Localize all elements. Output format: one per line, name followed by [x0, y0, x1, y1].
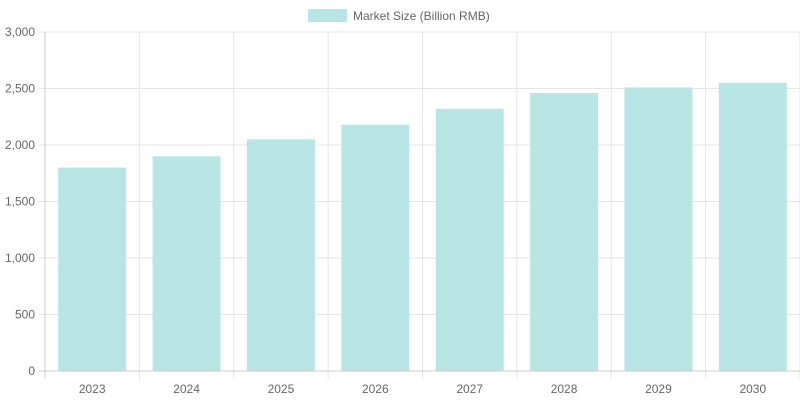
bar[interactable]	[58, 167, 127, 371]
x-axis-tick-labels: 2023 2024 2025 2026 2027 2028 2029 2030	[79, 382, 767, 396]
bar[interactable]	[530, 93, 599, 372]
legend[interactable]: Market Size (Billion RMB)	[308, 9, 490, 23]
axes	[44, 32, 800, 372]
bar[interactable]	[152, 156, 221, 371]
y-axis-tick-labels: 0 500 1,000 1,500 2,000 2,500 3,000	[5, 25, 35, 378]
x-tick-label: 2030	[739, 382, 766, 396]
bar[interactable]	[624, 87, 693, 372]
bar[interactable]	[246, 139, 315, 371]
x-tick-label: 2027	[456, 382, 483, 396]
y-tick-label: 1,000	[5, 251, 35, 265]
bars	[58, 82, 787, 372]
x-tick-label: 2025	[268, 382, 295, 396]
bar[interactable]	[435, 108, 504, 371]
legend-label: Market Size (Billion RMB)	[353, 9, 490, 23]
x-tick-label: 2023	[79, 382, 106, 396]
y-tick-label: 3,000	[5, 25, 35, 39]
y-tick-label: 2,000	[5, 138, 35, 152]
x-tick-label: 2026	[362, 382, 389, 396]
x-tick-label: 2029	[645, 382, 672, 396]
y-tick-label: 500	[15, 308, 35, 322]
x-tick-label: 2028	[551, 382, 578, 396]
bar[interactable]	[341, 124, 410, 371]
y-tick-label: 1,500	[5, 195, 35, 209]
y-tick-label: 0	[28, 364, 35, 378]
x-tick-label: 2024	[173, 382, 200, 396]
y-tick-label: 2,500	[5, 82, 35, 96]
bar[interactable]	[718, 82, 787, 371]
legend-swatch	[308, 9, 347, 22]
